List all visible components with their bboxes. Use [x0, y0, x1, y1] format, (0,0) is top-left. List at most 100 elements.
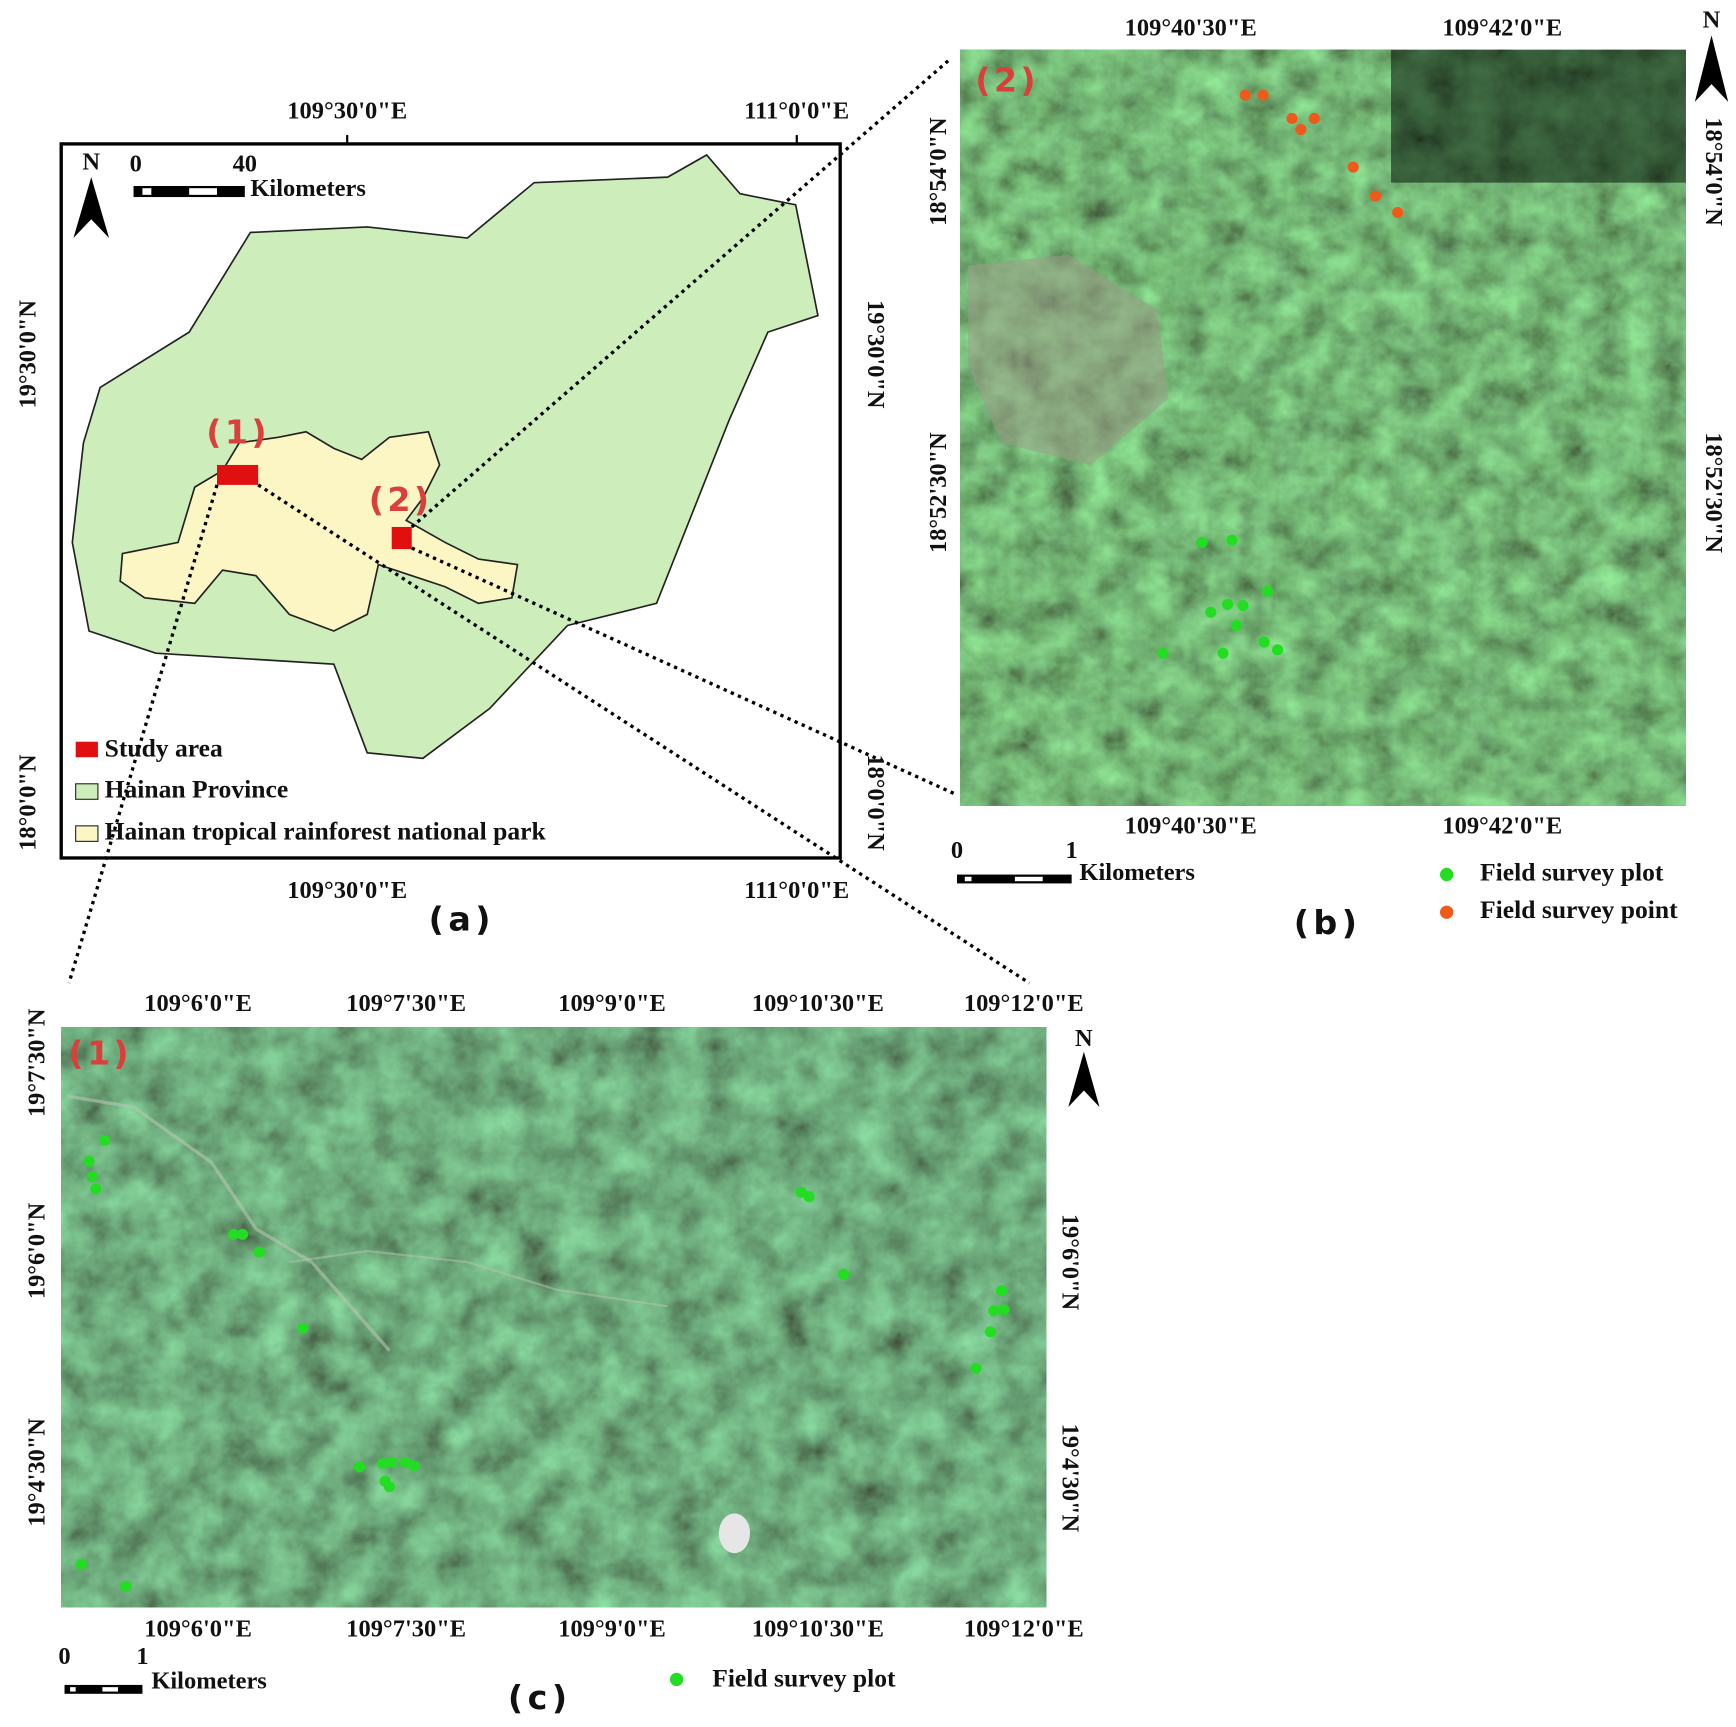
north-label: N: [82, 148, 100, 175]
lat-label-right: 19°30'0"N: [862, 300, 889, 409]
survey-dot: [377, 1457, 389, 1470]
survey-dot: [837, 1268, 850, 1280]
survey-dot: [408, 1460, 420, 1472]
hainan-province: [71, 153, 819, 760]
legend-label: Field survey point: [1480, 895, 1678, 924]
lon-label-bottom: 109°7'30"E: [346, 1615, 466, 1642]
inset-label: (1): [206, 413, 270, 452]
legend-dot: [1439, 867, 1454, 882]
lat-label-left: 19°6'0"N: [24, 1202, 51, 1299]
legend-label: Field survey plot: [1480, 857, 1664, 886]
lat-label-left: 18°52'30"N: [925, 432, 952, 553]
legend-label: Field survey plot: [712, 1663, 896, 1692]
north-arrow: [1068, 1051, 1100, 1108]
lon-label-bottom: 111°0'0"E: [744, 877, 849, 904]
scale-bar-seg: [142, 188, 152, 195]
scale-tick: 0: [58, 1643, 70, 1670]
survey-dot: [237, 1228, 249, 1240]
inset-label: (2): [975, 60, 1039, 99]
survey-dot: [297, 1322, 309, 1334]
legend-dot: [1439, 905, 1454, 919]
survey-dot: [1230, 619, 1242, 632]
survey-dot: [353, 1461, 366, 1473]
lon-label-bottom: 109°40'30"E: [1125, 813, 1257, 840]
scale-bar-seg: [102, 1687, 118, 1692]
north-label: N: [1703, 7, 1721, 34]
scale-tick: 40: [233, 151, 257, 178]
lat-label-right: 19°6'0"N: [1057, 1214, 1084, 1311]
legend-swatch: [75, 741, 98, 758]
survey-dot: [1369, 190, 1382, 202]
survey-dot: [970, 1362, 982, 1374]
survey-dot: [1237, 600, 1249, 612]
survey-dot: [75, 1558, 87, 1570]
lat-label-left: 19°30'0"N: [15, 300, 42, 409]
survey-dot: [1257, 89, 1269, 101]
connector: [410, 59, 950, 529]
lon-label-bottom: 109°42'0"E: [1442, 813, 1562, 840]
lon-label-top: 109°10'30"E: [752, 990, 884, 1017]
lon-label-bottom: 109°30'0"E: [287, 877, 407, 904]
survey-dot: [399, 1456, 411, 1468]
survey-dot: [120, 1580, 132, 1592]
caption: (a): [429, 900, 495, 939]
survey-dot: [1308, 112, 1320, 124]
legend-label: Hainan Province: [105, 774, 289, 803]
survey-dot: [995, 1285, 1008, 1297]
survey-dot: [1261, 585, 1274, 597]
survey-dot: [1196, 536, 1208, 548]
survey-dot: [1157, 647, 1169, 659]
survey-dot: [86, 1171, 98, 1183]
legend-swatch: [75, 825, 99, 842]
lon-label-bottom: 109°12'0"E: [964, 1615, 1084, 1642]
lon-label-bottom: 109°9'0"E: [558, 1615, 666, 1642]
north-label: N: [1075, 1025, 1093, 1052]
river: [289, 1249, 668, 1308]
survey-dot: [386, 1456, 398, 1468]
lat-label-left: 19°4'30"N: [24, 1418, 51, 1527]
survey-dot: [1286, 112, 1298, 124]
lat-label-left: 18°54'0"N: [925, 117, 952, 226]
study-area-2: [391, 526, 412, 550]
survey-dot: [1226, 534, 1238, 546]
survey-dot: [984, 1326, 996, 1338]
legend-dot: [669, 1672, 684, 1687]
lat-label-left: 19°7'30"N: [24, 1008, 51, 1117]
legend-label: Hainan tropical rainforest national park: [105, 817, 547, 846]
survey-dot: [99, 1134, 111, 1146]
scale-bar: [957, 874, 1072, 884]
scale-tick: 0: [130, 151, 142, 178]
survey-dot: [1347, 161, 1359, 173]
lat-label-right: 18°0'0"N: [862, 754, 889, 851]
scale-bar-seg: [964, 876, 972, 882]
lon-label-top: 109°6'0"E: [144, 990, 252, 1017]
shadow: [1391, 49, 1686, 183]
connector: [257, 483, 1031, 985]
survey-dot: [1295, 123, 1307, 136]
inset-label: (1): [68, 1034, 132, 1073]
caption: (b): [1294, 903, 1362, 942]
survey-dot: [1392, 207, 1404, 219]
survey-dot: [803, 1191, 815, 1203]
lon-label-top: 109°7'30"E: [346, 990, 466, 1017]
lon-label-top: 109°12'0"E: [964, 990, 1084, 1017]
north-arrow: [1694, 35, 1729, 102]
survey-dot: [253, 1246, 265, 1258]
survey-dot: [998, 1304, 1010, 1316]
lon-label-bottom: 109°10'30"E: [752, 1615, 884, 1642]
lat-label-right: 18°52'30"N: [1700, 432, 1727, 553]
survey-dot: [383, 1481, 396, 1493]
lon-label-bottom: 109°6'0"E: [144, 1615, 252, 1642]
lon-label-top: 109°30'0"E: [287, 98, 407, 125]
scale-tick: 0: [951, 837, 963, 864]
scale-bar-seg: [70, 1687, 76, 1692]
survey-dot: [1205, 606, 1217, 618]
scale-tick: 1: [1066, 837, 1078, 864]
legend-label: Study area: [105, 733, 223, 762]
survey-dot: [83, 1155, 95, 1167]
lon-label-top: 109°40'30"E: [1125, 15, 1257, 42]
connectors: [67, 59, 1031, 985]
lat-label-right: 18°54'0"N: [1700, 117, 1727, 226]
lat-label-right: 19°4'30"N: [1057, 1424, 1084, 1533]
